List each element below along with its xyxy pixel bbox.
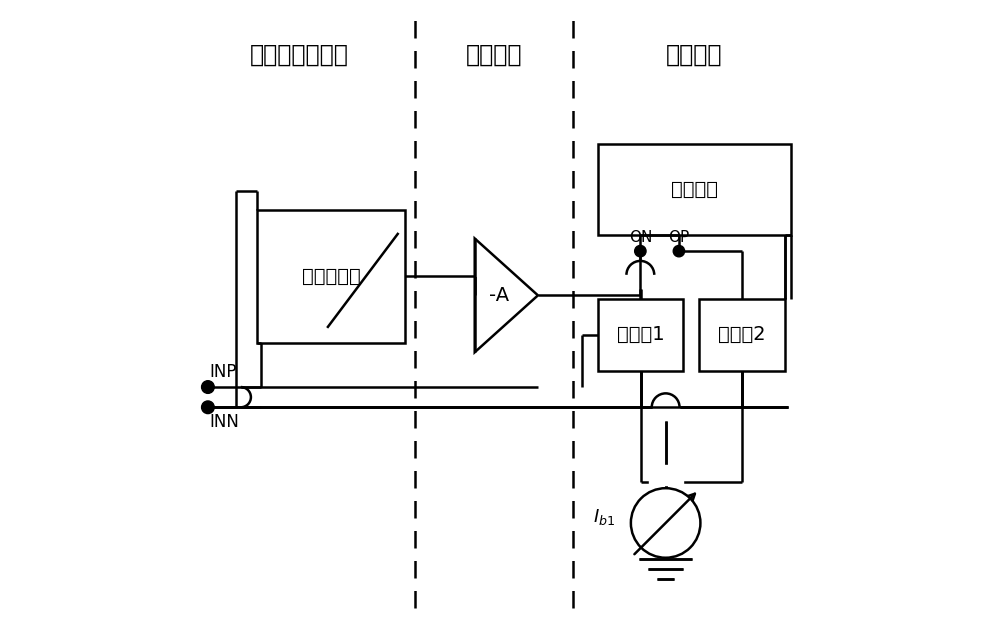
Text: INN: INN (210, 413, 240, 431)
Text: 主放大器: 主放大器 (666, 43, 723, 67)
Circle shape (202, 381, 214, 393)
Text: 低通滤波放大器: 低通滤波放大器 (250, 43, 349, 67)
Text: ON: ON (629, 230, 652, 244)
Circle shape (202, 401, 214, 413)
Text: 有源电感: 有源电感 (671, 180, 718, 199)
Text: 晶体管2: 晶体管2 (718, 325, 766, 344)
Text: $I_{b1}$: $I_{b1}$ (593, 507, 615, 526)
Bar (598, 298, 683, 371)
Text: -A: -A (489, 286, 509, 305)
Bar (257, 210, 405, 343)
Text: 低通滤波器: 低通滤波器 (302, 267, 360, 286)
Bar (598, 144, 791, 236)
Bar (649, 465, 683, 485)
Text: 晶体管1: 晶体管1 (617, 325, 664, 344)
Circle shape (635, 245, 646, 257)
Text: OP: OP (668, 230, 690, 244)
Bar (699, 298, 784, 371)
Circle shape (673, 245, 685, 257)
Text: INP: INP (210, 363, 237, 381)
Text: 辅放大器: 辅放大器 (465, 43, 522, 67)
